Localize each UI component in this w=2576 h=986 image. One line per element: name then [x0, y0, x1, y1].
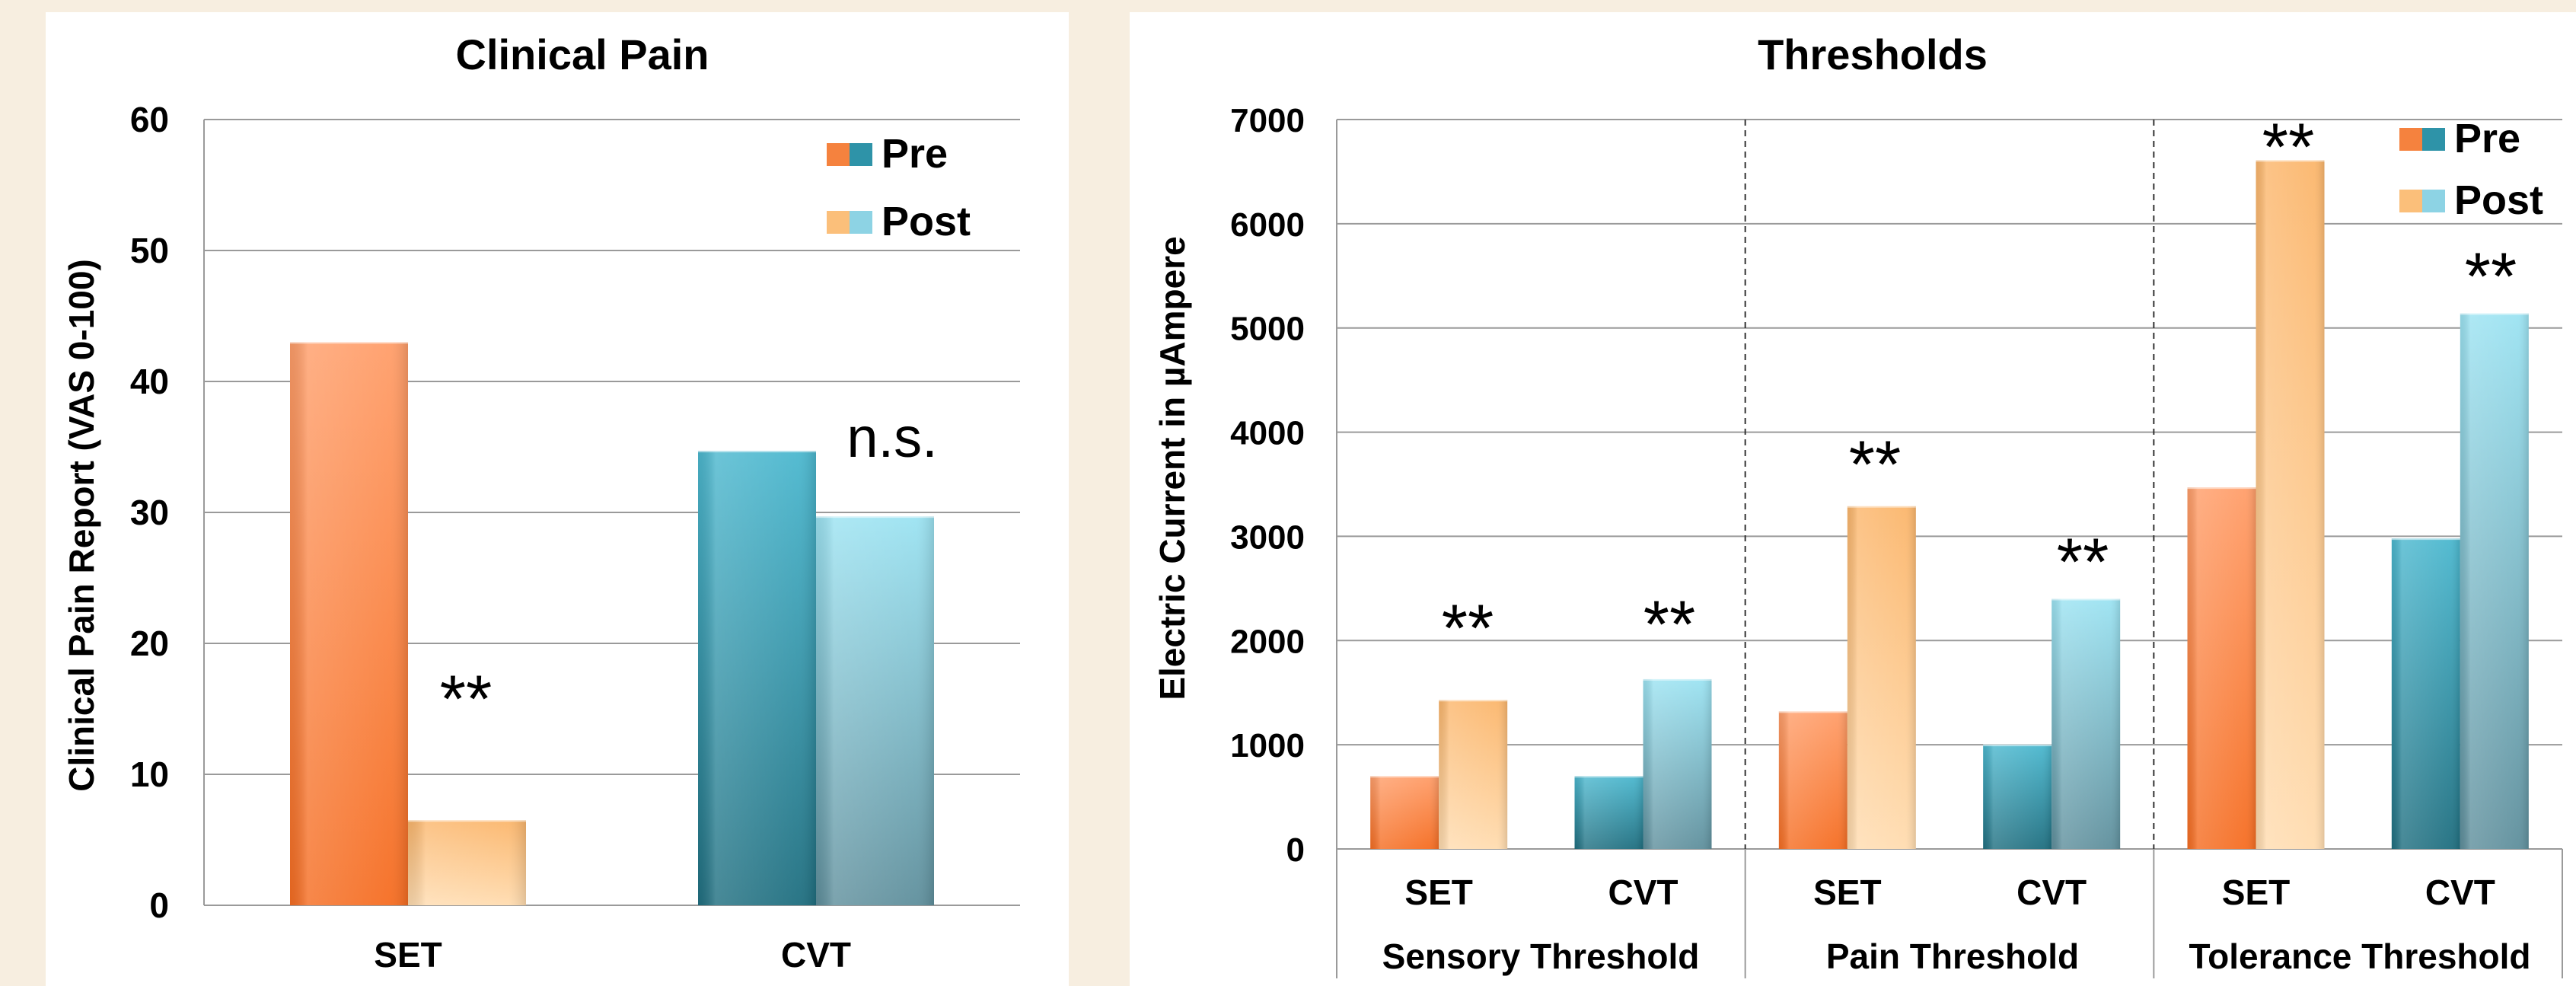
right-bar-1-cvt-post-shading [1643, 678, 1712, 849]
right-annotation-sensory-cvt: ** [1643, 586, 1696, 662]
left-y-tick-label-6: 60 [130, 100, 169, 139]
right-bar-3-cvt-pre-shading [1983, 745, 2052, 849]
right-legend-swatch-1-a [2399, 190, 2422, 212]
right-bar-5-cvt-post-shading [2460, 313, 2529, 849]
right-y-tick-label-1: 1000 [1230, 727, 1305, 764]
right-chart-title: Thresholds [1758, 30, 1988, 78]
right-bar-2-set-pre-shading [1778, 711, 1848, 849]
right-group-label-sensory: Sensory Threshold [1382, 937, 1700, 976]
left-legend-swatch-0-a [827, 143, 850, 166]
right-y-tick-label-2: 2000 [1230, 623, 1305, 660]
left-y-tick-label-0: 0 [149, 885, 169, 925]
left-chart-title: Clinical Pain [456, 30, 709, 78]
left-legend-label-1: Post [882, 199, 971, 244]
right-legend-swatch-0-b [2422, 128, 2445, 151]
right-legend-label-0: Pre [2454, 116, 2520, 161]
right-bar-4-set-post-shading [2256, 160, 2325, 850]
right-y-tick-label-3: 3000 [1230, 519, 1305, 556]
left-annotation-cvt: n.s. [846, 406, 937, 469]
left-x-tick-label-cvt: CVT [781, 935, 851, 975]
left-legend-label-0: Pre [882, 131, 948, 177]
right-y-tick-label-0: 0 [1286, 831, 1305, 869]
right-x-tick-label-2-set: SET [1813, 873, 1881, 912]
left-x-tick-label-set: SET [374, 935, 442, 975]
left-bar-set-post-shading [408, 820, 526, 905]
right-x-tick-label-4-set: SET [2222, 873, 2290, 912]
left-bar-set-pre-shading [290, 342, 408, 905]
left-bar-cvt-pre-shading [698, 451, 816, 905]
left-y-tick-label-1: 10 [130, 755, 169, 794]
right-legend-swatch-0-a [2399, 128, 2422, 151]
right-legend-swatch-1-b [2422, 190, 2445, 212]
left-legend-swatch-1-b [850, 211, 872, 234]
left-y-tick-label-2: 20 [130, 624, 169, 663]
right-y-tick-label-4: 4000 [1230, 415, 1305, 452]
right-annotation-sensory-set: ** [1442, 590, 1494, 665]
right-y-axis-label: Electric Current in µAmpere [1153, 236, 1192, 700]
right-bar-3-cvt-post-shading [2052, 598, 2121, 849]
right-bar-4-set-pre-shading [2187, 487, 2256, 849]
left-legend-swatch-1-a [827, 211, 850, 234]
right-bar-0-set-post-shading [1439, 700, 1508, 849]
right-annotation-pain-cvt: ** [2057, 524, 2109, 599]
right-annotation-pain-set: ** [1849, 426, 1902, 502]
right-legend-label-1: Post [2454, 177, 2543, 223]
left-y-tick-label-4: 40 [130, 362, 169, 401]
left-legend-swatch-0-b [850, 143, 872, 166]
right-group-label-pain: Pain Threshold [1826, 937, 2079, 976]
right-x-tick-label-3-cvt: CVT [2016, 873, 2087, 912]
right-bar-1-cvt-pre-shading [1574, 776, 1643, 849]
left-annotation-set: ** [440, 661, 493, 736]
right-y-tick-label-6: 6000 [1230, 206, 1305, 244]
right-x-tick-label-0-set: SET [1404, 873, 1472, 912]
right-bar-2-set-post-shading [1847, 506, 1916, 849]
right-bar-5-cvt-pre-shading [2391, 538, 2460, 849]
right-bar-0-set-pre-shading [1370, 776, 1439, 849]
right-y-tick-label-7: 7000 [1230, 102, 1305, 139]
right-y-tick-label-5: 5000 [1230, 311, 1305, 348]
left-y-axis-label: Clinical Pain Report (VAS 0-100) [62, 259, 101, 792]
left-y-tick-label-3: 30 [130, 493, 169, 532]
left-y-tick-label-5: 50 [130, 231, 169, 270]
right-x-tick-label-5-cvt: CVT [2425, 873, 2495, 912]
right-annotation-tolerance-cvt: ** [2465, 238, 2517, 314]
left-bar-cvt-post-shading [816, 516, 934, 905]
right-x-tick-label-1-cvt: CVT [1608, 873, 1679, 912]
right-group-label-tolerance: Tolerance Threshold [2189, 937, 2530, 976]
